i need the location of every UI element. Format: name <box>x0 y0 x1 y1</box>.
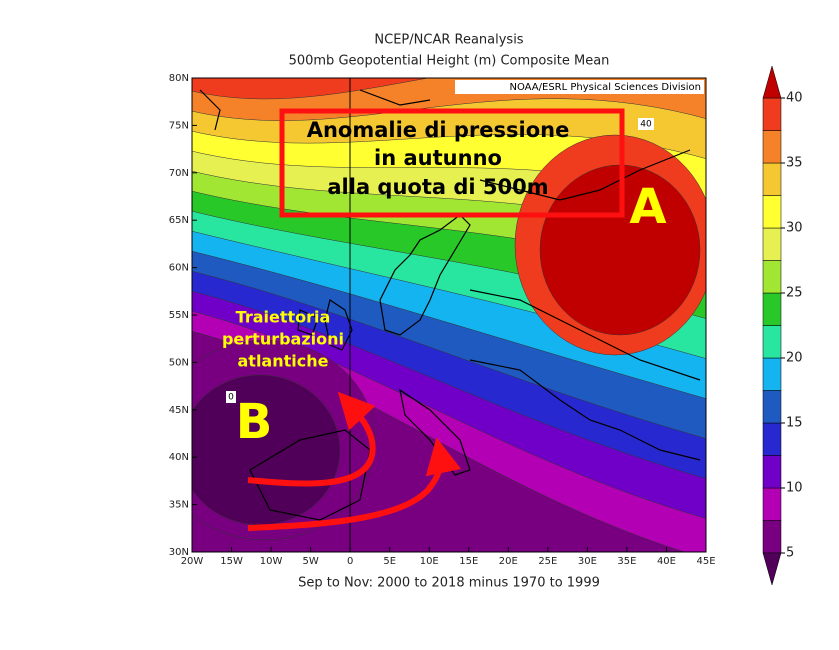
x-tick-label: 35E <box>617 556 636 567</box>
track-line: atlantiche <box>238 352 329 371</box>
contour-label-box <box>638 118 654 130</box>
low-label: B <box>236 394 273 450</box>
colorbar-band <box>762 292 782 326</box>
y-tick-label: 60N <box>169 263 189 274</box>
x-tick-label: 25E <box>538 556 557 567</box>
y-tick-label: 65N <box>169 215 189 226</box>
x-tick-label: 20W <box>181 556 204 567</box>
colorbar-band <box>762 422 782 456</box>
field-band <box>192 78 706 100</box>
caption: Sep to Nov: 2000 to 2018 minus 1970 to 1… <box>298 576 600 591</box>
colorbar-tick-label: 15 <box>786 416 803 431</box>
y-tick-label: 55N <box>169 310 189 321</box>
title-line: 500mb Geopotential Height (m) Composite … <box>289 54 610 69</box>
x-tick-label: 10W <box>260 556 283 567</box>
colorbar-band <box>762 130 782 164</box>
heading-line: alla quota di 500m <box>327 175 548 199</box>
colorbar-tick-label: 35 <box>786 156 803 171</box>
colorbar-band <box>762 390 782 424</box>
contour-label: 0 <box>228 393 234 403</box>
x-tick-label: 5W <box>302 556 318 567</box>
colorbar-tick-label: 5 <box>786 546 794 561</box>
track-line: Traiettoria <box>236 308 331 327</box>
high-label: A <box>629 179 666 235</box>
highlight-box <box>279 108 625 218</box>
colorbar-tick-label: 10 <box>786 481 803 496</box>
y-tick-label: 70N <box>169 168 189 179</box>
y-tick-label: 40N <box>169 452 189 463</box>
title-line: NCEP/NCAR Reanalysis <box>374 33 523 48</box>
y-tick-label: 75N <box>169 120 189 131</box>
x-tick-label: 10E <box>420 556 439 567</box>
x-tick-label: 30E <box>578 556 597 567</box>
y-tick-label: 35N <box>169 500 189 511</box>
colorbar-end <box>762 552 782 586</box>
colorbar-band <box>762 195 782 229</box>
colorbar-band <box>762 520 782 554</box>
coastlines <box>199 89 701 521</box>
colorbar-band <box>762 97 782 131</box>
y-tick-label: 80N <box>169 73 189 84</box>
track-line: perturbazioni <box>222 330 344 349</box>
credit: NOAA/ESRL Physical Sciences Division <box>510 82 702 93</box>
contour-label-box <box>226 391 236 403</box>
x-tick-label: 20E <box>499 556 518 567</box>
colorbar-end <box>762 65 782 99</box>
heading-line: in autunno <box>374 146 502 170</box>
heading-line: Anomalie di pressione <box>307 118 570 142</box>
x-tick-label: 15W <box>220 556 243 567</box>
y-tick-label: 45N <box>169 405 189 416</box>
track-arrow <box>247 437 462 531</box>
x-tick-label: 5E <box>383 556 396 567</box>
colorbar-band <box>762 260 782 294</box>
x-tick-label: 15E <box>459 556 478 567</box>
colorbar-band <box>762 325 782 359</box>
colorbar-band <box>762 357 782 391</box>
colorbar: 5 10 15 20 25 30 35 40 <box>762 65 803 586</box>
y-tick-label: 50N <box>169 357 189 368</box>
track-arrow <box>247 391 376 487</box>
x-tick-label: 0 <box>347 556 353 567</box>
colorbar-band <box>762 487 782 521</box>
colorbar-band <box>762 162 782 196</box>
colorbar-tick-label: 40 <box>786 91 803 106</box>
x-tick-label: 40E <box>657 556 676 567</box>
y-tick-label: 30N <box>169 547 189 558</box>
contour-label: 40 <box>640 120 652 130</box>
colorbar-band <box>762 455 782 489</box>
colorbar-tick-label: 25 <box>786 286 803 301</box>
map <box>192 78 706 552</box>
colorbar-tick-label: 20 <box>786 351 803 366</box>
colorbar-tick-label: 30 <box>786 221 803 236</box>
x-tick-label: 45E <box>696 556 715 567</box>
credit-box <box>455 80 704 94</box>
colorbar-band <box>762 227 782 261</box>
